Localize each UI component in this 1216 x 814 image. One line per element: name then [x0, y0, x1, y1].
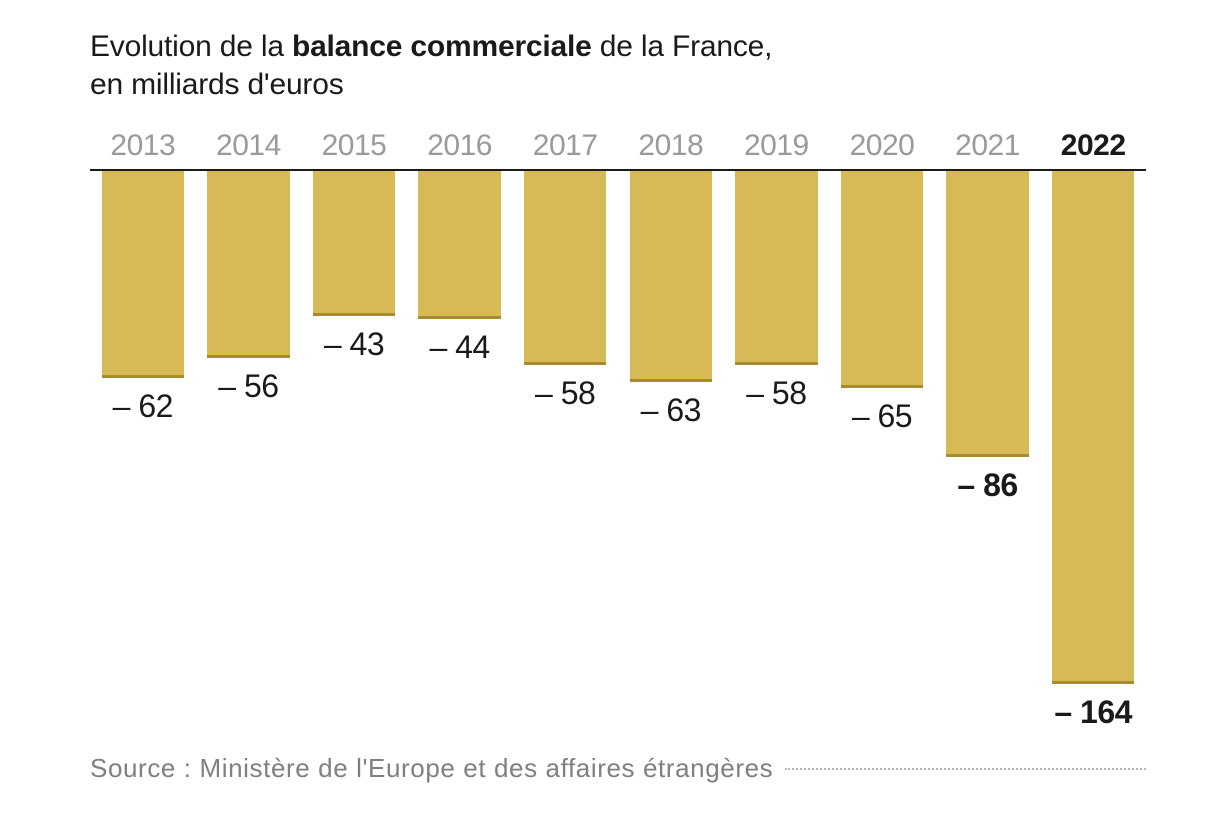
value-label: – 58	[535, 375, 595, 412]
category-label: 2021	[935, 129, 1041, 169]
value-label: – 44	[429, 329, 489, 366]
value-label: – 62	[113, 388, 173, 425]
bar-column: – 63	[618, 171, 724, 731]
bar	[841, 171, 923, 388]
bar-column: – 164	[1040, 171, 1146, 731]
category-label: 2018	[618, 129, 724, 169]
source-line: Source : Ministère de l'Europe et des af…	[90, 753, 1146, 784]
bar	[735, 171, 817, 365]
bar-column: – 58	[724, 171, 830, 731]
value-label: – 164	[1054, 694, 1132, 731]
bar	[313, 171, 395, 316]
category-label: 2014	[196, 129, 302, 169]
category-label: 2013	[90, 129, 196, 169]
source-dotted-rule	[785, 768, 1146, 770]
value-label: – 56	[218, 368, 278, 405]
bar-column: – 62	[90, 171, 196, 731]
category-label: 2016	[407, 129, 513, 169]
bar	[207, 171, 289, 358]
trade-balance-chart: Evolution de la balance commerciale de l…	[0, 0, 1216, 814]
bar	[418, 171, 500, 319]
category-label: 2020	[829, 129, 935, 169]
bar	[946, 171, 1028, 457]
category-label: 2019	[724, 129, 830, 169]
value-label: – 86	[957, 467, 1017, 504]
bar-column: – 86	[935, 171, 1041, 731]
plot-area: – 62 – 56 – 43 – 44 – 58 – 63 – 58 – 65 – 86 – 16…	[90, 171, 1146, 731]
value-label: – 58	[746, 375, 806, 412]
category-axis: 2013201420152016201720182019202020212022	[90, 129, 1146, 169]
bar	[630, 171, 712, 382]
bar	[1052, 171, 1134, 684]
value-label: – 43	[324, 326, 384, 363]
bar-column: – 58	[512, 171, 618, 731]
category-label: 2022	[1040, 129, 1146, 169]
value-label: – 65	[852, 398, 912, 435]
bar	[102, 171, 184, 378]
bar	[524, 171, 606, 365]
category-label: 2015	[301, 129, 407, 169]
chart-title: Evolution de la balance commerciale de l…	[90, 28, 1146, 103]
bar-column: – 43	[301, 171, 407, 731]
value-label: – 63	[641, 392, 701, 429]
category-label: 2017	[512, 129, 618, 169]
bar-column: – 56	[196, 171, 302, 731]
bar-column: – 44	[407, 171, 513, 731]
bar-column: – 65	[829, 171, 935, 731]
source-text: Source : Ministère de l'Europe et des af…	[90, 753, 773, 784]
